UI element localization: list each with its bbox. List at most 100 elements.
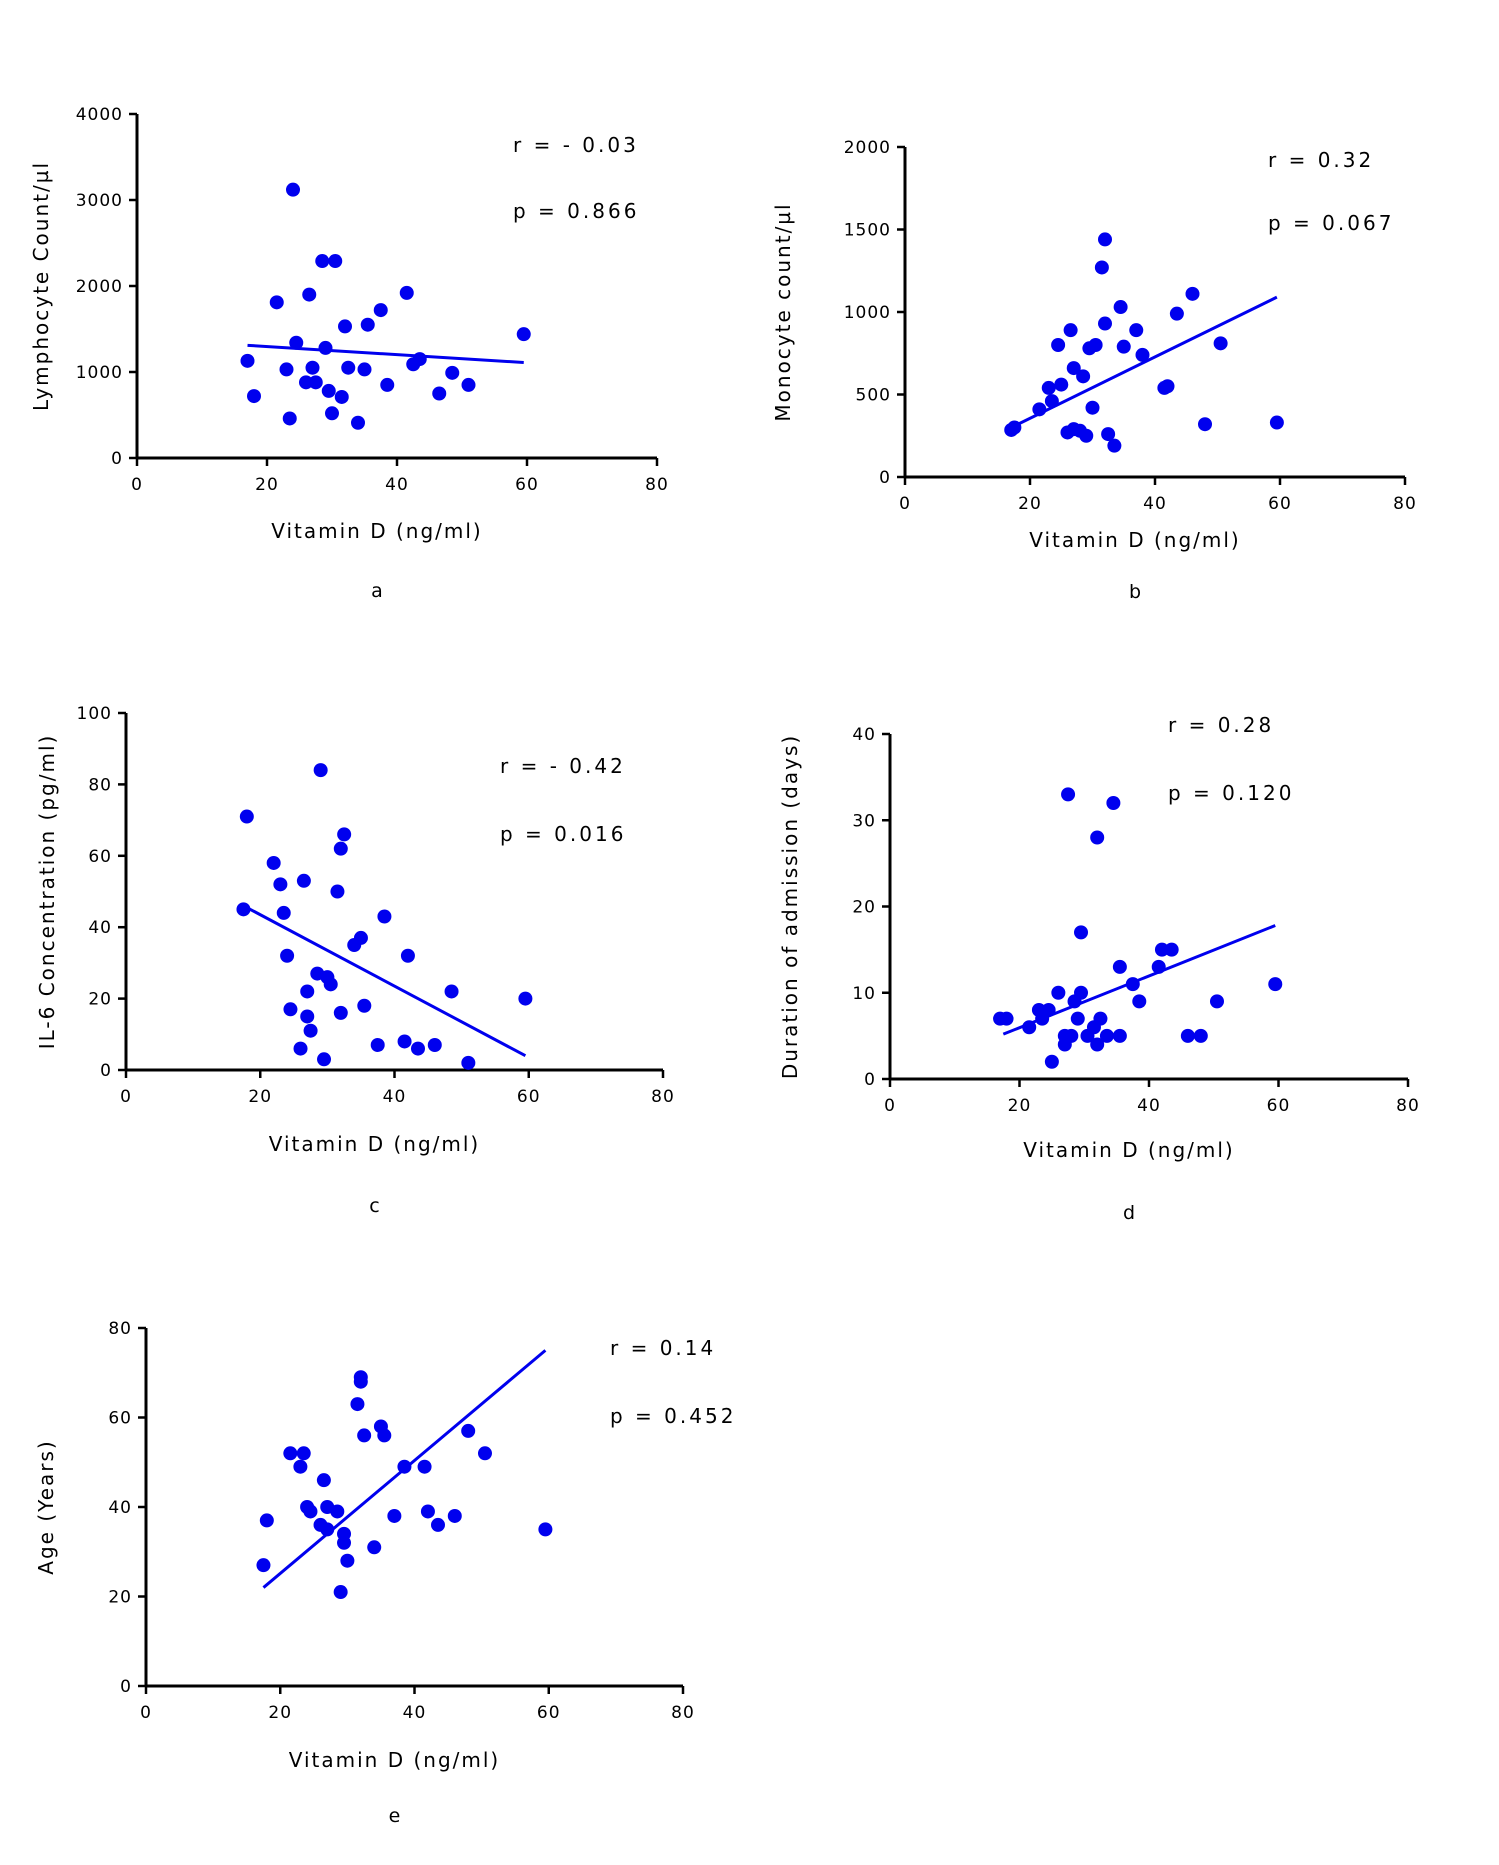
data-point — [1090, 1037, 1105, 1052]
data-point — [256, 1558, 271, 1573]
data-point — [293, 1459, 308, 1474]
data-point — [1135, 347, 1150, 362]
y-tick-label: 0 — [120, 1677, 132, 1697]
data-point — [516, 327, 531, 342]
data-point — [323, 977, 338, 992]
data-point — [1125, 977, 1140, 992]
panel-letter: b — [1129, 581, 1141, 603]
data-point — [1112, 959, 1127, 974]
data-point — [1093, 1011, 1108, 1026]
x-tick-label: 0 — [140, 1703, 152, 1723]
y-tick-label: 20 — [852, 898, 876, 918]
data-point — [1044, 394, 1059, 409]
x-tick-label: 40 — [385, 475, 409, 495]
data-point — [1116, 339, 1131, 354]
x-tick-label: 80 — [671, 1703, 695, 1723]
data-point — [330, 1504, 345, 1519]
data-point — [1051, 338, 1066, 352]
data-point — [1098, 232, 1112, 247]
x-axis-title: Vitamin D (ng/ml) — [289, 1748, 500, 1772]
data-point — [1113, 300, 1128, 315]
data-point — [387, 1508, 402, 1523]
data-point — [377, 909, 392, 924]
panel-letter: a — [371, 580, 383, 602]
y-tick-label: 1500 — [844, 221, 891, 241]
panel-c: 0 20 40 60 80 0 20 40 60 80 100 Vitamin D (ng/ml) IL… — [0, 620, 750, 1240]
x-tick-label: 40 — [1137, 1096, 1161, 1116]
data-point — [444, 984, 459, 999]
y-tick-label: 20 — [108, 1588, 132, 1608]
data-point — [316, 1473, 331, 1488]
data-point — [341, 360, 356, 375]
y-axis-title: Lymphocyte Count/µl — [29, 161, 53, 411]
x-tick-label: 40 — [403, 1703, 427, 1723]
y-tick-label: 3000 — [76, 191, 123, 211]
y-tick-label: 80 — [108, 1319, 132, 1339]
y-tick-label: 40 — [88, 918, 112, 938]
data-point — [1268, 977, 1283, 992]
y-tick-label: 0 — [100, 1061, 112, 1081]
data-point — [1154, 942, 1169, 957]
data-point — [303, 1023, 318, 1038]
regression-line — [242, 904, 527, 1058]
data-point — [1044, 1054, 1059, 1069]
data-point — [1209, 994, 1224, 1009]
p-value-text: p = 0.120 — [1168, 781, 1294, 805]
data-point — [333, 841, 348, 856]
y-tick-label: 0 — [111, 449, 123, 469]
panel-letter: e — [389, 1805, 401, 1827]
scatter-plot-b: 0 20 40 60 80 0 500 1000 1500 2000 Vitamin D (ng/m… — [771, 138, 1417, 603]
y-tick-label: 2000 — [76, 277, 123, 297]
data-point — [447, 1508, 462, 1523]
data-point — [999, 1011, 1014, 1026]
data-point — [337, 1535, 352, 1550]
data-point — [461, 377, 476, 392]
scatter-plot-a: 0 20 40 60 80 0 1000 2000 3000 4000 Vitamin D (ng/… — [29, 105, 668, 602]
x-tick-label: 80 — [1393, 494, 1417, 514]
data-point — [333, 1585, 348, 1600]
data-point — [400, 948, 415, 963]
data-point — [283, 1446, 298, 1461]
data-point — [320, 1522, 335, 1537]
data-point — [1185, 286, 1200, 301]
data-point — [340, 1553, 355, 1568]
data-point — [1132, 994, 1147, 1009]
x-tick-label: 60 — [1267, 1096, 1291, 1116]
data-point — [282, 411, 297, 426]
data-point — [1051, 985, 1066, 1000]
x-tick-label: 80 — [651, 1087, 675, 1107]
data-point — [1098, 316, 1112, 331]
scatter-plot-e: 0 20 40 60 80 0 20 40 60 80 Vitamin D (ng/ml) Age (… — [34, 1319, 736, 1827]
y-axis-title: Age (Years) — [34, 1439, 58, 1574]
data-point — [330, 884, 345, 899]
data-point — [1076, 369, 1091, 384]
data-point — [305, 360, 320, 375]
data-point — [1090, 830, 1105, 845]
panel-a: 0 20 40 60 80 0 1000 2000 3000 4000 Vitamin D (ng/… — [0, 0, 750, 620]
data-point — [351, 415, 365, 430]
panel-e: 0 20 40 60 80 0 20 40 60 80 Vitamin D (ng/ml) Age (… — [0, 1240, 750, 1865]
y-tick-label: 2000 — [844, 138, 891, 158]
r-value-text: r = 0.14 — [610, 1336, 716, 1360]
y-tick-label: 500 — [856, 386, 891, 406]
data-point — [1106, 796, 1121, 810]
p-value-text: p = 0.452 — [610, 1404, 736, 1428]
data-point — [296, 1446, 311, 1461]
data-point — [321, 383, 336, 398]
data-point — [279, 362, 294, 377]
data-point — [1112, 1028, 1127, 1043]
y-tick-label: 40 — [852, 725, 876, 745]
y-tick-label: 100 — [77, 704, 112, 724]
y-tick-label: 30 — [852, 811, 876, 831]
p-value-text: p = 0.067 — [1268, 211, 1394, 235]
data-point — [430, 1517, 445, 1532]
data-point — [397, 1459, 412, 1474]
data-point — [328, 254, 343, 269]
panel-d: 0 20 40 60 80 0 10 20 30 40 Vitamin D (ng/ml) Durat… — [750, 620, 1499, 1240]
y-tick-label: 1000 — [76, 363, 123, 383]
data-point — [289, 335, 304, 350]
data-point — [337, 827, 352, 842]
data-point — [357, 998, 372, 1013]
x-tick-label: 60 — [1268, 494, 1292, 514]
data-point — [461, 1423, 476, 1438]
